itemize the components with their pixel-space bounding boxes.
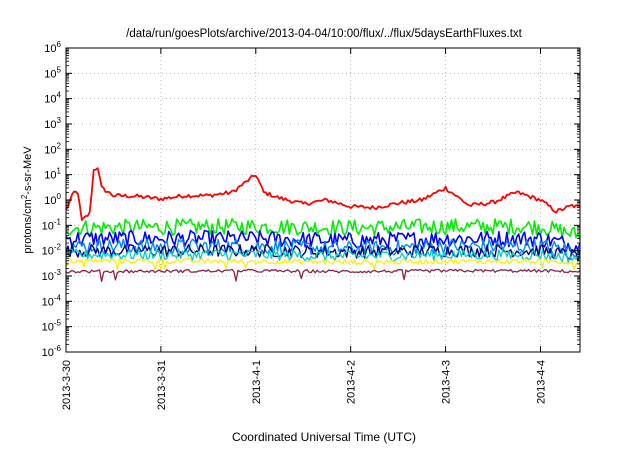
y-tick-label: 10-2 — [42, 243, 62, 258]
series-line-2 — [65, 229, 581, 254]
series-line-3 — [65, 238, 581, 258]
y-tick-label: 104 — [44, 91, 61, 106]
axes: 10-6 10-5 10-4 10-3 10-2 10-1 100 101 102 103 104 1… — [42, 40, 581, 410]
y-tick-label: 100 — [44, 192, 61, 207]
x-tick-label: 2013-4-4 — [535, 360, 547, 404]
y-tick-label: 105 — [44, 65, 61, 80]
y-tick-label: 10-5 — [42, 319, 62, 334]
x-tick-label: 2013-4-2 — [346, 360, 358, 404]
y-tick-label: 10-4 — [42, 293, 62, 308]
series-line-1 — [65, 218, 581, 241]
y-tick-label: 101 — [44, 167, 61, 182]
y-axis-label: protons/cm2-s-sr-MeV — [20, 146, 34, 254]
chart-title: /data/run/goesPlots/archive/2013-04-04/1… — [126, 28, 522, 40]
x-tick-label: 2013-4-3 — [441, 360, 453, 404]
series-line-6 — [65, 257, 581, 272]
x-axis-label: Coordinated Universal Time (UTC) — [232, 430, 416, 444]
series-layer — [65, 167, 581, 283]
series-line-7 — [65, 268, 581, 283]
y-tick-label: 10-6 — [42, 344, 62, 359]
y-tick-label: 10-1 — [42, 217, 62, 232]
plot-frame — [65, 47, 581, 353]
series-line-0 — [65, 167, 581, 221]
y-tick-label: 10-3 — [42, 268, 62, 283]
y-tick-label: 102 — [44, 141, 61, 156]
y-tick-label: 103 — [44, 116, 61, 131]
y-tick-label: 106 — [44, 40, 61, 55]
series-line-5 — [65, 248, 581, 263]
x-tick-label: 2013-3-30 — [61, 360, 73, 410]
x-tick-label: 2013-4-1 — [251, 360, 263, 404]
x-tick-label: 2013-3-31 — [156, 360, 168, 410]
